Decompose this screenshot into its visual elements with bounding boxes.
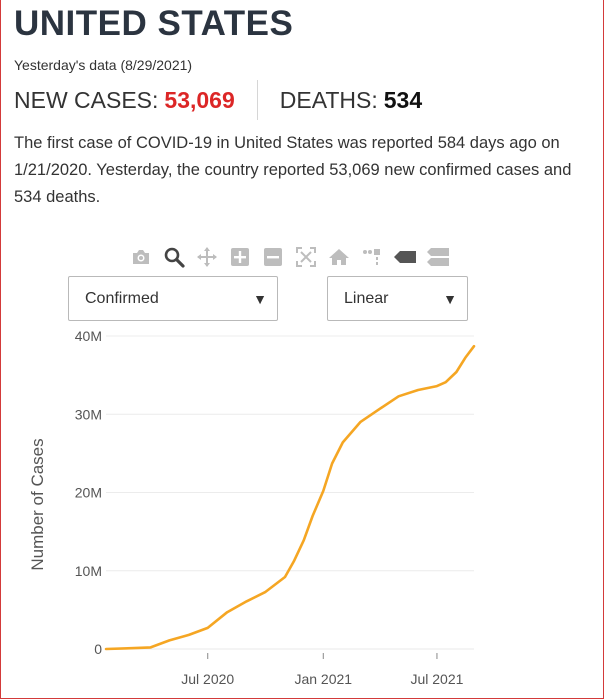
stats-divider [256,80,258,120]
summary-part2: in United States was reported 584 days a… [14,134,572,206]
y-tick-label: 10M [75,563,102,579]
new-cases-stat: NEW CASES: 53,069 [14,87,235,114]
pan-icon[interactable] [190,244,223,270]
x-axis-ticks: Jul 2020 Jan 2021 Jul 2021 [181,653,464,687]
zoom-in-icon[interactable] [223,244,256,270]
hover-compare-icon[interactable] [421,244,454,270]
chart-modebar [124,244,454,270]
hover-closest-icon[interactable] [388,244,421,270]
x-tick-label: Jan 2021 [294,671,352,687]
x-tick-label: Jul 2020 [181,671,234,687]
camera-icon[interactable] [124,244,157,270]
y-tick-label: 0 [94,641,102,657]
data-date-subtitle: Yesterday's data (8/29/2021) [14,57,193,73]
cases-chart[interactable]: 0 10M 20M 30M 40M Jul 2020 Jan 2021 Jul 2021 N… [0,320,604,698]
spike-lines-icon[interactable] [355,244,388,270]
new-cases-label: NEW CASES: [14,86,159,113]
y-tick-label: 30M [75,406,102,422]
chart-gridlines [106,335,474,650]
case-type-select[interactable]: Confirmed ▼ [68,276,278,321]
disease-name: COVID-19 [135,134,213,152]
scale-select[interactable]: Linear ▼ [327,276,468,321]
stats-row: NEW CASES: 53,069 DEATHS: 534 [14,80,422,120]
new-cases-value: 53,069 [164,86,235,113]
summary-paragraph: The first case of COVID-19 in United Sta… [14,130,594,211]
deaths-value: 534 [383,86,423,113]
deaths-label: DEATHS: [279,86,378,113]
zoom-icon[interactable] [157,244,190,270]
country-title: UNITED STATES [14,4,294,43]
summary-part1: The first case of [14,134,136,152]
y-tick-label: 20M [75,485,102,501]
case-type-value: Confirmed [85,289,159,307]
scale-value: Linear [344,289,389,307]
series-line[interactable] [104,344,476,651]
reset-axes-icon[interactable] [322,244,355,270]
y-tick-label: 40M [75,328,102,344]
y-axis-label: Number of Cases [28,438,47,570]
caret-down-icon: ▼ [443,290,457,307]
zoom-out-icon[interactable] [256,244,289,270]
y-axis-ticks: 0 10M 20M 30M 40M [75,328,102,657]
deaths-stat: DEATHS: 534 [280,87,422,114]
x-tick-label: Jul 2021 [410,671,463,687]
autoscale-icon[interactable] [289,244,322,270]
caret-down-icon: ▼ [253,290,267,307]
